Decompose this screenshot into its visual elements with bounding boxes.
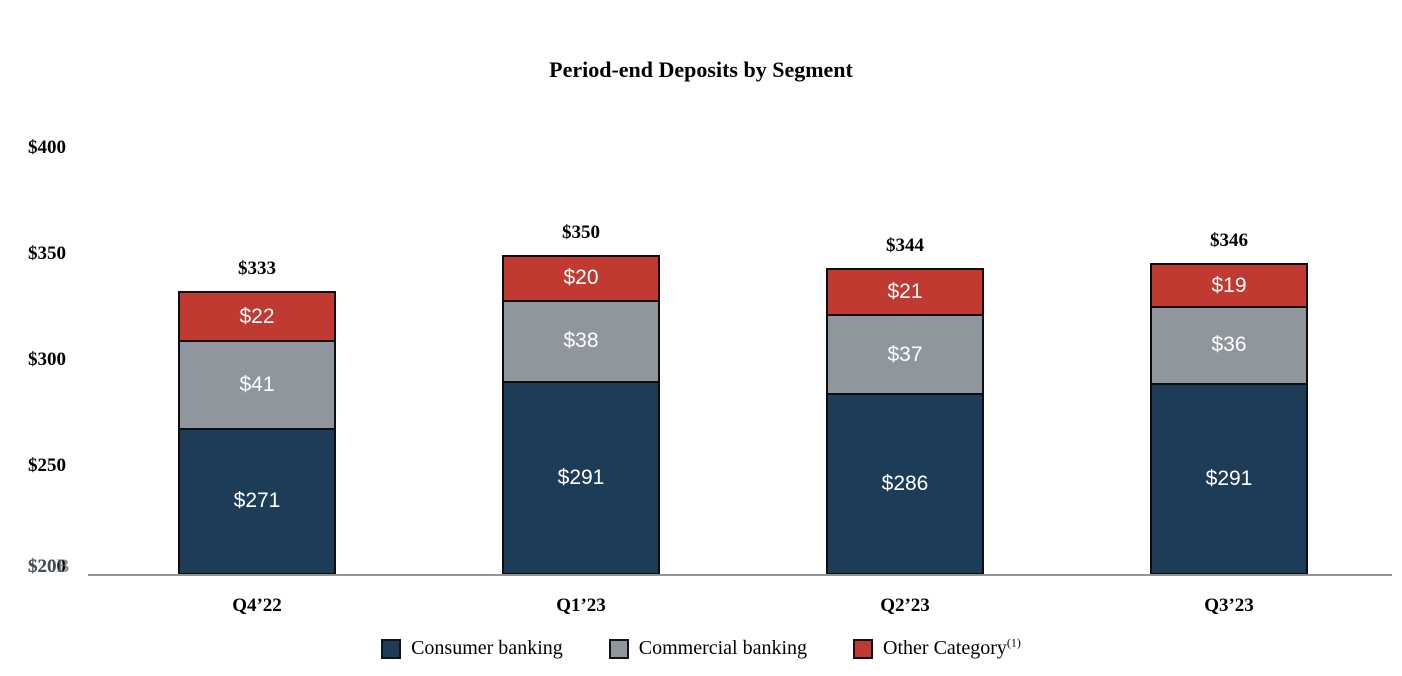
bar-stack: $22 $41 $271: [178, 291, 336, 575]
x-axis-label: Q1’23: [556, 595, 606, 616]
bar-total-label: $346: [1210, 230, 1248, 252]
bar-total-label: $344: [886, 234, 924, 256]
bar-segment-commercial-banking: $36: [1152, 305, 1306, 383]
bar-segment-consumer-banking: $271: [180, 427, 334, 573]
bar-segment-consumer-banking: $291: [504, 380, 658, 573]
segment-value-label: $41: [239, 372, 275, 396]
y-axis-tick-300: $300: [28, 349, 66, 370]
bar-segment-other-category: $20: [504, 256, 658, 300]
bar-segment-other-category: $21: [828, 269, 982, 315]
bar-stack: $19 $36 $291: [1150, 263, 1308, 575]
bar-group-q2-23: $344 $21 $37 $286 Q2’23: [826, 234, 984, 616]
bar-segment-commercial-banking: $41: [180, 340, 334, 428]
bar-segment-other-category: $22: [180, 293, 334, 340]
bar-group-q1-23: $350 $20 $38 $291 Q1’23: [502, 221, 660, 616]
bar-segment-consumer-banking: $291: [1152, 382, 1306, 573]
bar-segment-commercial-banking: $37: [828, 314, 982, 394]
segment-value-label: $291: [1205, 466, 1253, 490]
segment-value-label: $20: [563, 266, 599, 290]
bar-segment-commercial-banking: $38: [504, 299, 658, 381]
segment-value-label: $271: [233, 489, 281, 513]
segment-value-label: $286: [881, 472, 929, 496]
segment-value-label: $38: [563, 329, 599, 353]
bar-total-label: $333: [238, 258, 276, 279]
bar-stack: $21 $37 $286: [826, 267, 984, 575]
bar-total-label: $350: [562, 221, 600, 243]
bar-stack: $20 $38 $291: [502, 254, 660, 575]
chart-title: Period-end Deposits by Segment: [549, 57, 853, 82]
segment-value-label: $291: [557, 465, 605, 489]
legend-label: Commercial banking: [638, 637, 808, 659]
x-axis-line: [88, 574, 1392, 576]
y-axis-tick-200: $200: [28, 556, 66, 577]
x-axis-label: Q3’23: [1204, 595, 1254, 616]
legend-item-consumer-banking: Consumer banking: [381, 637, 563, 660]
plot-area: $333 $22 $41 $271 Q4’22 $350 $20 $38 $29…: [88, 0, 1392, 616]
bar-group-q4-22: $333 $22 $41 $271 Q4’22: [178, 258, 336, 616]
legend-label: Other Category(1): [883, 635, 1021, 659]
x-axis-label: Q4’22: [232, 595, 282, 616]
segment-value-label: $22: [239, 304, 275, 328]
segment-value-label: $37: [887, 342, 923, 366]
legend-footnote-marker: (1): [1006, 635, 1021, 650]
legend-item-other-category: Other Category(1): [853, 635, 1021, 660]
y-axis-tick-400: $400: [28, 137, 66, 158]
legend-label: Consumer banking: [411, 637, 563, 659]
segment-value-label: $21: [887, 280, 923, 303]
legend: Consumer banking Commercial banking Othe…: [0, 635, 1402, 660]
consumer-banking-swatch-icon: [381, 638, 402, 659]
y-axis-overlap-label: $20B: [28, 556, 70, 577]
y-axis-tick-250: $250: [28, 455, 66, 476]
x-axis-label: Q2’23: [880, 595, 930, 616]
commercial-banking-swatch-icon: [608, 638, 629, 659]
bar-segment-consumer-banking: $286: [828, 393, 982, 573]
bar-segment-other-category: $19: [1152, 265, 1306, 306]
other-category-swatch-icon: [853, 638, 874, 659]
segment-value-label: $19: [1211, 273, 1247, 297]
legend-item-commercial-banking: Commercial banking: [608, 637, 808, 660]
bar-group-q3-23: $346 $19 $36 $291 Q3’23: [1150, 230, 1308, 616]
segment-value-label: $36: [1211, 333, 1247, 357]
y-axis-tick-350: $350: [28, 243, 66, 264]
